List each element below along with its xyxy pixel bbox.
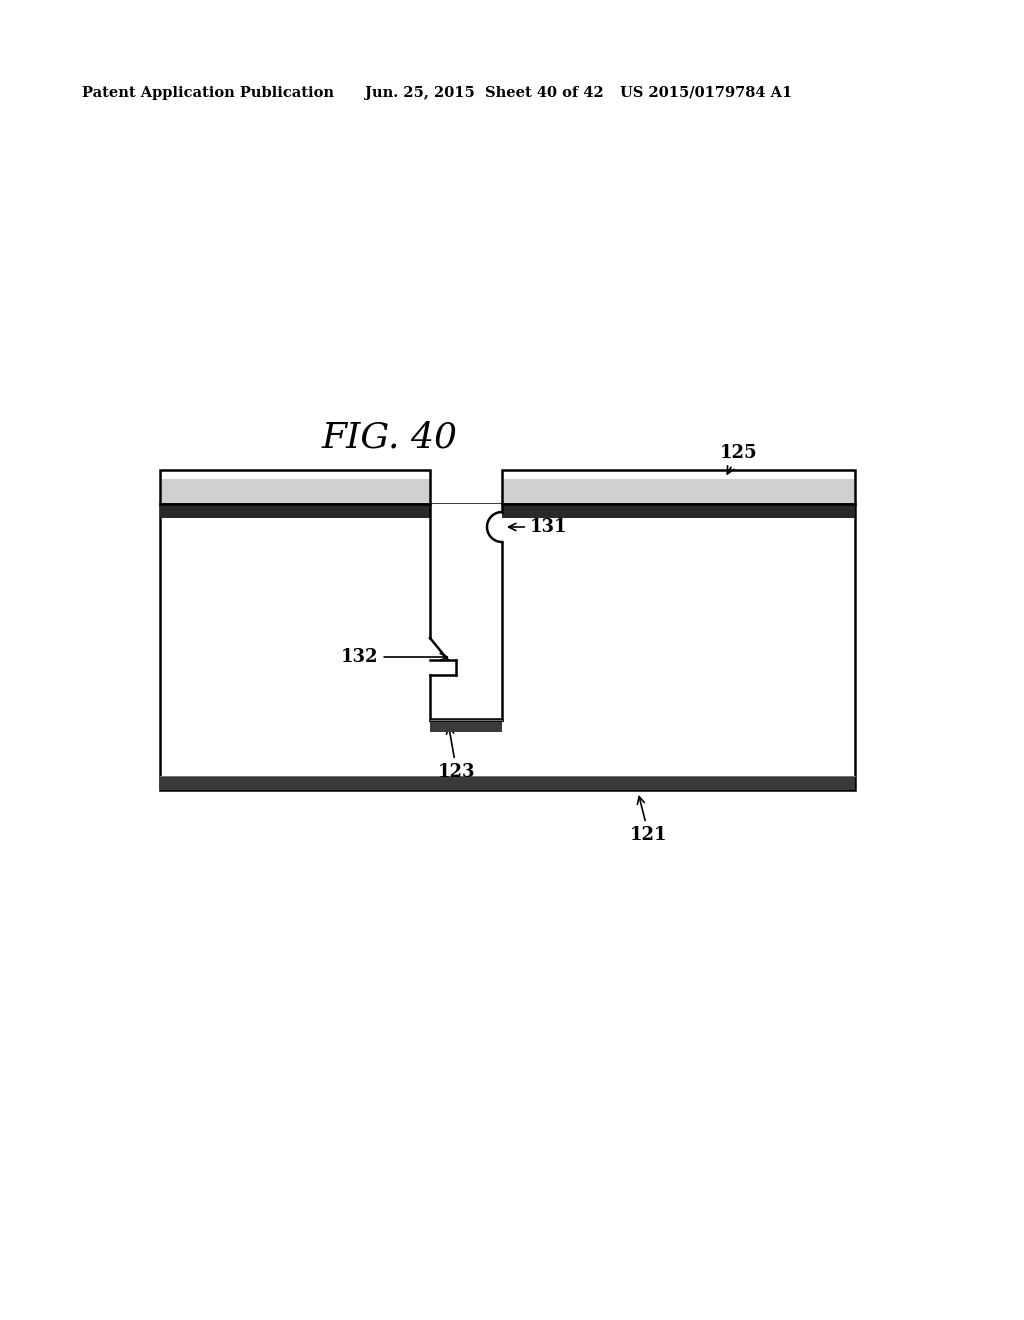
Bar xyxy=(160,776,855,789)
Text: 123: 123 xyxy=(438,726,475,781)
Text: Patent Application Publication: Patent Application Publication xyxy=(82,86,334,100)
Text: 121: 121 xyxy=(630,796,668,843)
Text: Jun. 25, 2015  Sheet 40 of 42: Jun. 25, 2015 Sheet 40 of 42 xyxy=(365,86,604,100)
Text: 132: 132 xyxy=(341,648,447,667)
Bar xyxy=(502,479,855,504)
Bar xyxy=(160,503,430,517)
Bar xyxy=(430,504,502,719)
Text: 125: 125 xyxy=(720,444,758,474)
Bar xyxy=(160,504,855,789)
Bar xyxy=(502,470,855,504)
Bar xyxy=(160,479,430,504)
Text: US 2015/0179784 A1: US 2015/0179784 A1 xyxy=(620,86,793,100)
Text: FIG. 40: FIG. 40 xyxy=(322,420,458,454)
Bar xyxy=(502,503,855,517)
Text: 131: 131 xyxy=(509,517,567,536)
Bar xyxy=(430,718,502,733)
Bar xyxy=(160,470,430,504)
